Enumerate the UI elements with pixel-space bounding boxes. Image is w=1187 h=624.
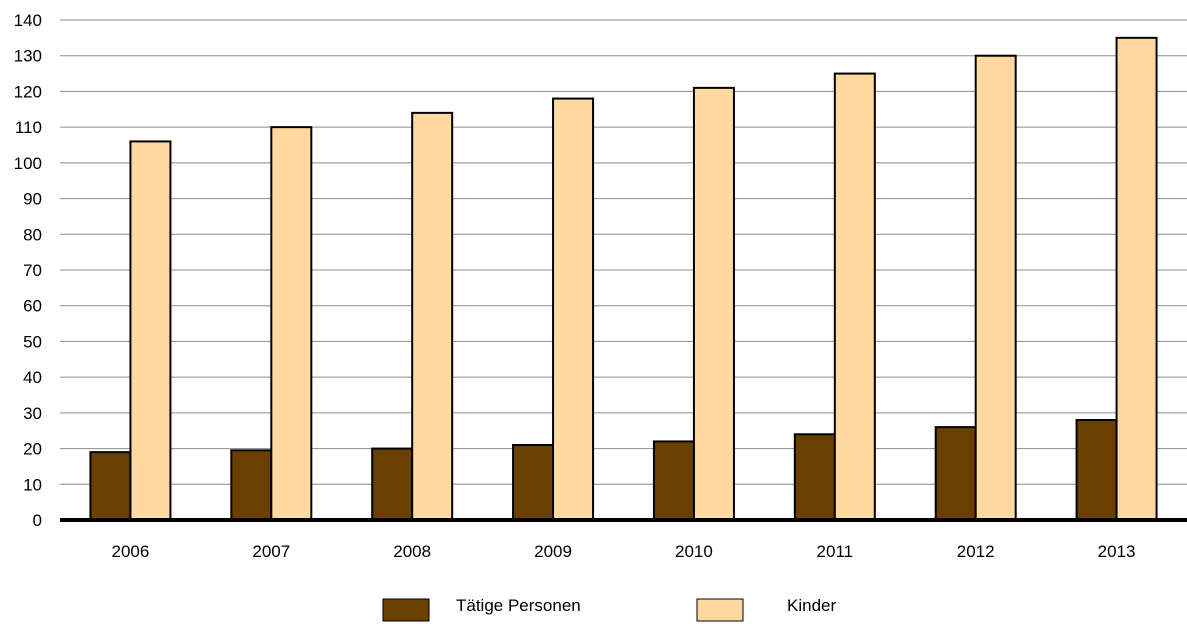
y-tick-label: 110 (15, 118, 42, 137)
bar-taetige-personen-2007 (230, 449, 273, 522)
bar-kinder-2008 (411, 111, 454, 521)
y-tick-label: 0 (33, 511, 42, 530)
y-tick-label: 60 (23, 297, 42, 316)
x-tick-label: 2012 (957, 542, 995, 561)
bar-kinder-2012 (974, 54, 1017, 521)
x-tick-label: 2008 (393, 542, 431, 561)
y-tick-label: 90 (23, 190, 42, 209)
y-axis-tick-labels: 0 10 20 30 40 50 60 70 80 90 100 110 120 130 140 (14, 11, 42, 530)
x-tick-label: 2011 (817, 542, 854, 561)
bar-taetige-personen-2010 (652, 440, 695, 521)
y-tick-label: 80 (23, 225, 42, 244)
bar-kinder-2011 (833, 72, 876, 521)
y-tick-label: 140 (14, 11, 42, 30)
x-tick-label: 2007 (252, 542, 290, 561)
bar-kinder-2013 (1115, 36, 1158, 521)
x-tick-label: 2009 (534, 542, 572, 561)
x-tick-label: 2013 (1098, 542, 1136, 561)
bar-taetige-personen-2008 (371, 447, 414, 522)
bar-taetige-personen-2013 (1075, 419, 1118, 521)
bar-taetige-personen-2006 (89, 451, 132, 521)
gridlines (60, 19, 1187, 485)
x-tick-label: 2006 (112, 542, 150, 561)
legend-label-taetige-personen: Tätige Personen (456, 596, 581, 615)
bars (89, 36, 1158, 522)
y-tick-label: 50 (23, 332, 42, 351)
bar-kinder-2006 (129, 140, 172, 522)
bar-kinder-2009 (552, 97, 595, 521)
x-tick-label: 2010 (675, 542, 713, 561)
y-tick-label: 30 (23, 404, 42, 423)
bar-taetige-personen-2009 (512, 444, 555, 521)
bar-kinder-2010 (692, 86, 735, 521)
y-tick-label: 70 (23, 261, 42, 280)
bar-kinder-2007 (270, 126, 313, 522)
y-tick-label: 40 (23, 368, 42, 387)
y-tick-label: 100 (14, 154, 42, 173)
x-axis-tick-labels: 2006 2007 2008 2009 2010 2011 2012 2013 (112, 542, 1136, 561)
y-tick-label: 20 (23, 440, 42, 459)
bar-taetige-personen-2012 (934, 426, 977, 521)
legend-swatch-taetige-personen (382, 598, 430, 622)
legend: Tätige Personen Kinder (382, 596, 836, 622)
y-tick-label: 10 (23, 475, 42, 494)
bar-taetige-personen-2011 (793, 433, 836, 521)
y-tick-label: 120 (14, 82, 42, 101)
legend-swatch-kinder (696, 598, 744, 622)
y-tick-label: 130 (14, 47, 42, 66)
legend-label-kinder: Kinder (787, 596, 836, 615)
